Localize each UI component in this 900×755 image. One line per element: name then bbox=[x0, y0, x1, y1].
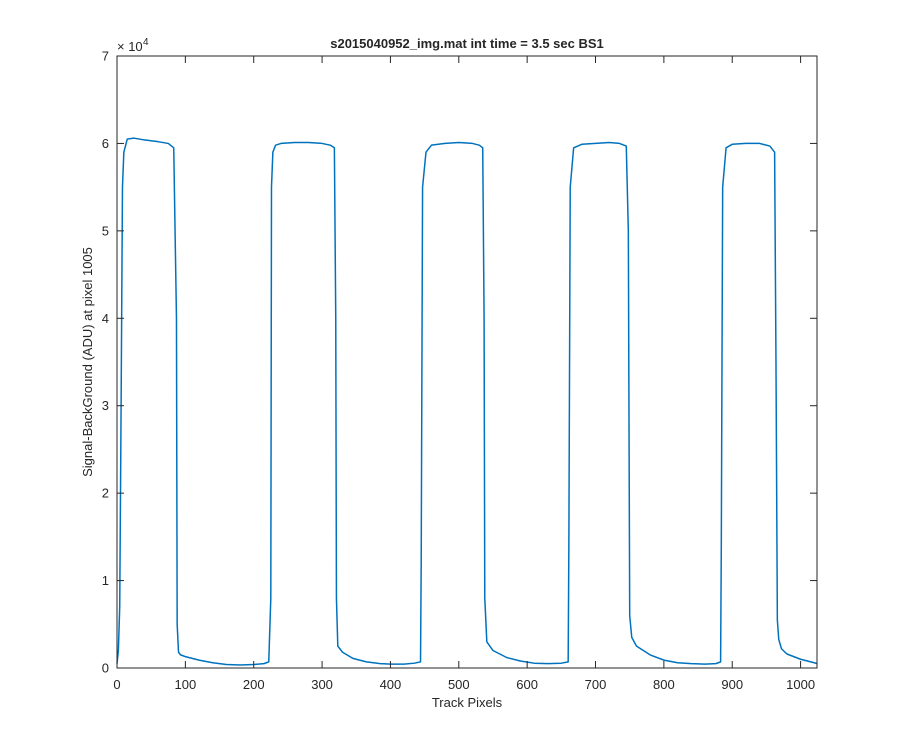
x-tick-label: 100 bbox=[175, 677, 197, 692]
y-axis-label: Signal-BackGround (ADU) at pixel 1005 bbox=[80, 247, 95, 477]
x-tick-label: 900 bbox=[721, 677, 743, 692]
x-tick-label: 200 bbox=[243, 677, 265, 692]
y-tick-label: 4 bbox=[102, 311, 109, 326]
y-exponent-base: × 10 bbox=[117, 39, 143, 54]
y-tick-label: 3 bbox=[102, 398, 109, 413]
y-tick-label: 1 bbox=[102, 573, 109, 588]
y-tick-label: 0 bbox=[102, 661, 109, 676]
y-axis-ticks: 0 1 2 3 4 5 6 7 bbox=[102, 49, 817, 676]
x-tick-label: 0 bbox=[113, 677, 120, 692]
axes-box bbox=[116, 55, 818, 669]
data-lines bbox=[116, 137, 818, 666]
y-tick-label: 7 bbox=[102, 49, 109, 64]
chart-title: s2015040952_img.mat int time = 3.5 sec B… bbox=[330, 36, 604, 51]
y-exponent-power: 4 bbox=[143, 37, 149, 48]
x-tick-label: 300 bbox=[311, 677, 333, 692]
x-axis-ticks: 0 100 200 300 400 500 600 700 800 900 1000 bbox=[113, 56, 815, 692]
x-tick-label: 1000 bbox=[786, 677, 815, 692]
x-tick-label: 500 bbox=[448, 677, 470, 692]
series-line-0 bbox=[116, 137, 818, 666]
x-axis-label: Track Pixels bbox=[432, 695, 503, 710]
x-tick-label: 700 bbox=[585, 677, 607, 692]
y-tick-label: 2 bbox=[102, 486, 109, 501]
x-tick-label: 800 bbox=[653, 677, 675, 692]
y-tick-label: 5 bbox=[102, 223, 109, 238]
plot-area bbox=[117, 56, 817, 668]
x-tick-label: 600 bbox=[516, 677, 538, 692]
y-tick-label: 6 bbox=[102, 136, 109, 151]
x-tick-label: 400 bbox=[380, 677, 402, 692]
